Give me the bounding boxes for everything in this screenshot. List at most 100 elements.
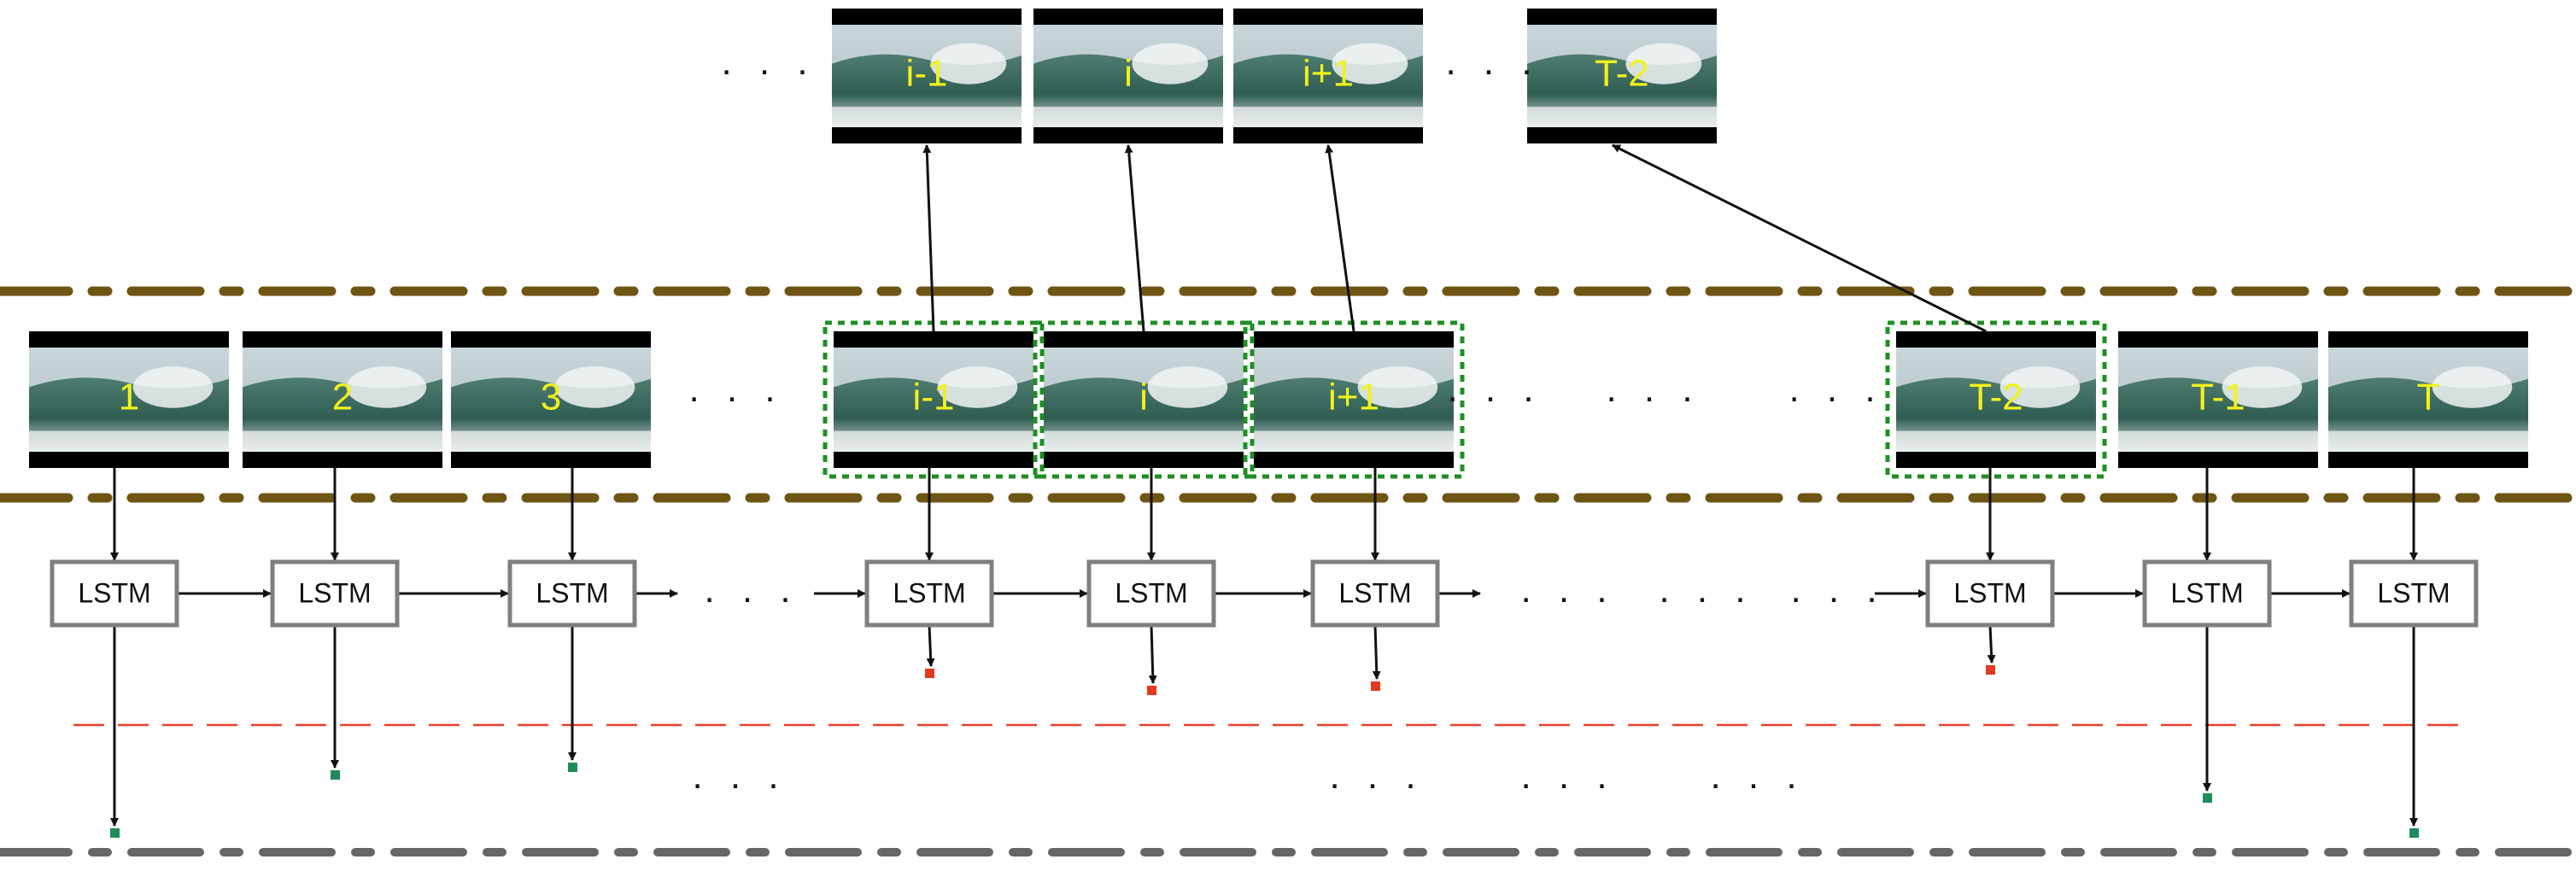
ellipsis-marks: . . . . . . . . . . . . . . . . . . . . . . . .…: [688, 41, 1883, 797]
selection-arrow: [1612, 143, 1987, 333]
lstm-cell-label: LSTM: [893, 577, 965, 608]
lstm-cell-label: LSTM: [2170, 577, 2243, 608]
frame-foam: [1044, 430, 1244, 452]
frame-spray: [2432, 365, 2513, 408]
selected-frames-output: i-1 i i+1 T-2: [832, 9, 1717, 143]
frame-1: 1: [29, 331, 229, 468]
lstm-cells: LSTM LSTM LSTM LSTM LSTM LSTM LSTM LSTM LSTM: [50, 559, 2479, 628]
frame-4: i-1: [834, 331, 1033, 468]
frame-spray: [2222, 365, 2303, 408]
lstm-cell-3: LSTM: [507, 559, 637, 628]
ellipsis: . . .: [1710, 755, 1805, 797]
lstm-output-arrow: [1987, 624, 1996, 664]
lstm-cell-box: [1925, 559, 2055, 628]
lstm-cell-1: LSTM: [50, 559, 179, 628]
frame-foam: [832, 107, 1022, 127]
frame-number-label: 2: [332, 377, 353, 418]
ellipsis: . . .: [1447, 368, 1542, 410]
frame-foam: [243, 430, 442, 452]
lstm-cell-box: [50, 559, 179, 628]
lstm-cell-box: [1086, 559, 1216, 628]
selection-arrow: [922, 144, 935, 332]
frame-5: i: [1044, 331, 1244, 468]
selected-output-marker: [1986, 665, 1995, 675]
discarded-output-marker: [110, 828, 120, 838]
frame-spray: [937, 365, 1018, 408]
frame-number-label: i: [1124, 53, 1133, 95]
frame-spray: [554, 365, 635, 408]
selection-box: [1885, 320, 2107, 479]
frame-number-label: T-2: [1595, 53, 1649, 95]
lstm-cell-8: LSTM: [2142, 559, 2272, 628]
ellipsis: . . .: [1520, 569, 1615, 611]
lstm-cell-label: LSTM: [1115, 577, 1187, 608]
lstm-cell-7: LSTM: [1925, 559, 2055, 628]
ellipsis: . . .: [721, 41, 816, 83]
ellipsis: . . .: [1329, 755, 1424, 797]
lstm-cell-9: LSTM: [2349, 559, 2479, 628]
ellipsis: . . .: [1606, 368, 1701, 410]
selection-arrow: [1124, 144, 1145, 332]
selected-output-marker: [1371, 681, 1380, 691]
selected-frame-4: T-2: [1527, 9, 1717, 143]
frame-spray: [1147, 365, 1228, 408]
frame-number-label: 1: [119, 377, 139, 418]
frame-spray: [1357, 365, 1438, 408]
frame-foam: [2328, 430, 2528, 452]
frame-foam: [1233, 107, 1423, 127]
ellipsis: . . .: [704, 569, 799, 611]
frame-number-label: T: [2417, 377, 2440, 418]
selected-frame-2: i: [1033, 9, 1223, 143]
lstm-output-arrow: [1148, 624, 1157, 684]
frame-number-label: T-1: [2191, 377, 2245, 418]
lstm-outputs: [110, 665, 2419, 838]
lstm-cell-2: LSTM: [270, 559, 400, 628]
ellipsis: . . .: [1445, 41, 1540, 83]
frame-foam: [1254, 430, 1454, 452]
frame-number-label: T-2: [1969, 377, 2023, 418]
input-frames: 1 2 3 i-1 i i+1 T-2 T-1 T: [29, 331, 2528, 468]
discarded-output-marker: [568, 763, 577, 772]
frame-foam: [29, 430, 229, 452]
frame-2: 2: [243, 331, 442, 468]
frame-foam: [1033, 107, 1223, 127]
film-strip-lines: [0, 286, 2576, 857]
frame-foam: [1527, 107, 1717, 127]
lstm-cell-label: LSTM: [2377, 577, 2450, 608]
ellipsis: . . .: [1789, 368, 1883, 410]
frame-spray: [1132, 43, 1209, 85]
lstm-cell-4: LSTM: [864, 559, 994, 628]
frame-spray: [1625, 43, 1702, 85]
lstm-cell-box: [2349, 559, 2479, 628]
discarded-output-marker: [331, 770, 340, 780]
lstm-cell-label: LSTM: [298, 577, 371, 608]
frame-spray: [346, 365, 427, 408]
lstm-cell-label: LSTM: [536, 577, 608, 608]
frame-7: T-2: [1896, 331, 2096, 468]
lstm-cell-label: LSTM: [1953, 577, 2026, 608]
connection-arrows: [110, 143, 2418, 827]
frame-6: i+1: [1254, 331, 1454, 468]
discarded-output-marker: [2203, 793, 2212, 803]
frame-number-label: i+1: [1328, 377, 1379, 418]
frame-number-label: 3: [541, 377, 561, 418]
lstm-cell-label: LSTM: [1338, 577, 1411, 608]
ellipsis: . . .: [688, 368, 783, 410]
frame-9: T: [2328, 331, 2528, 468]
frame-foam: [1896, 430, 2096, 452]
frame-foam: [451, 430, 651, 452]
lstm-cell-6: LSTM: [1310, 559, 1440, 628]
discarded-output-marker: [2409, 828, 2419, 838]
lstm-cell-5: LSTM: [1086, 559, 1216, 628]
frame-8: T-1: [2118, 331, 2318, 468]
selection-arrow: [1325, 144, 1355, 332]
selected-output-marker: [1147, 686, 1156, 695]
ellipsis: . . .: [1659, 569, 1753, 611]
frame-number-label: i-1: [913, 377, 955, 418]
selected-output-marker: [925, 669, 934, 678]
lstm-cell-box: [1310, 559, 1440, 628]
ellipsis: . . .: [1520, 755, 1615, 797]
frame-number-label: i-1: [906, 53, 948, 95]
frame-spray: [132, 365, 214, 408]
frame-number-label: i: [1139, 377, 1148, 418]
